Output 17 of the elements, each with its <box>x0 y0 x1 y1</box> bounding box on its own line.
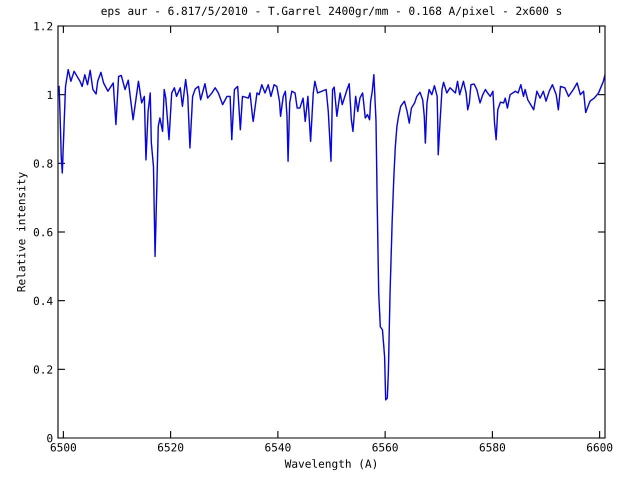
x-tick-label: 6520 <box>158 443 184 452</box>
x-tick-label: 6560 <box>372 443 398 452</box>
x-tick-label: 6580 <box>480 443 506 452</box>
y-tick-label: 0.8 <box>34 159 52 168</box>
y-tick-label: 0.6 <box>34 228 52 236</box>
chart-title: eps aur - 6.817/5/2010 - T.Garrel 2400gr/mm - 0.168 A/pixel - 2x600 s <box>101 6 562 18</box>
y-tick-label: 0.2 <box>34 365 52 374</box>
y-tick-label: 1 <box>48 90 52 99</box>
y-tick-label: 0.4 <box>34 296 53 306</box>
line-series <box>58 68 605 401</box>
x-tick-label: 6600 <box>586 443 612 452</box>
x-axis-title: Wavelength (A) <box>284 459 376 470</box>
y-tick-label: 0 <box>47 434 52 442</box>
x-tick-label: 6500 <box>50 443 76 452</box>
y-tick-label: 1.2 <box>34 22 52 30</box>
y-axis-title: Relative intensity <box>16 172 28 292</box>
x-tick-label: 6540 <box>265 443 291 452</box>
